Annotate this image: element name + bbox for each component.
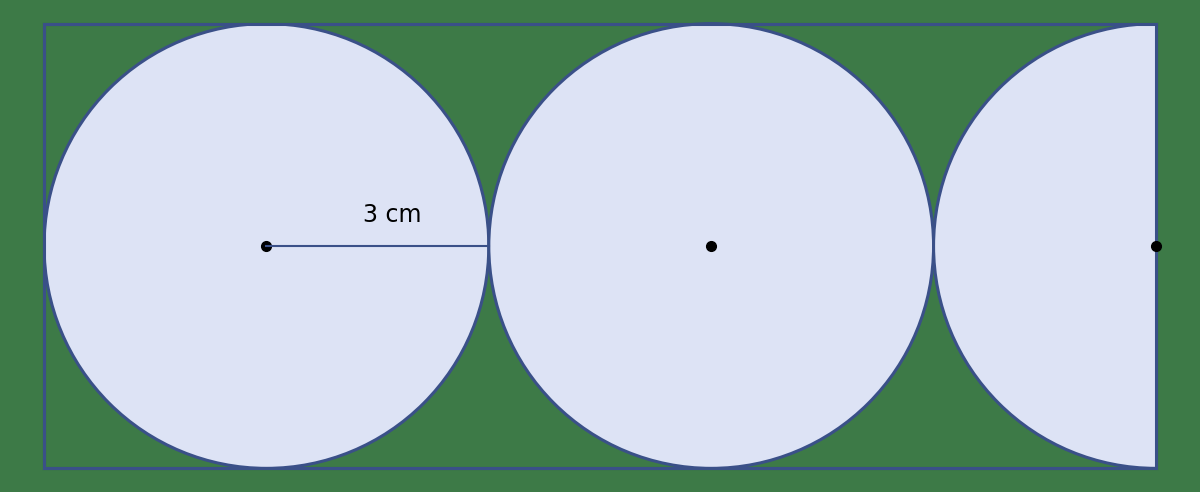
Circle shape (488, 24, 934, 468)
Text: 3 cm: 3 cm (364, 204, 421, 227)
Circle shape (934, 24, 1200, 468)
Circle shape (44, 24, 488, 468)
